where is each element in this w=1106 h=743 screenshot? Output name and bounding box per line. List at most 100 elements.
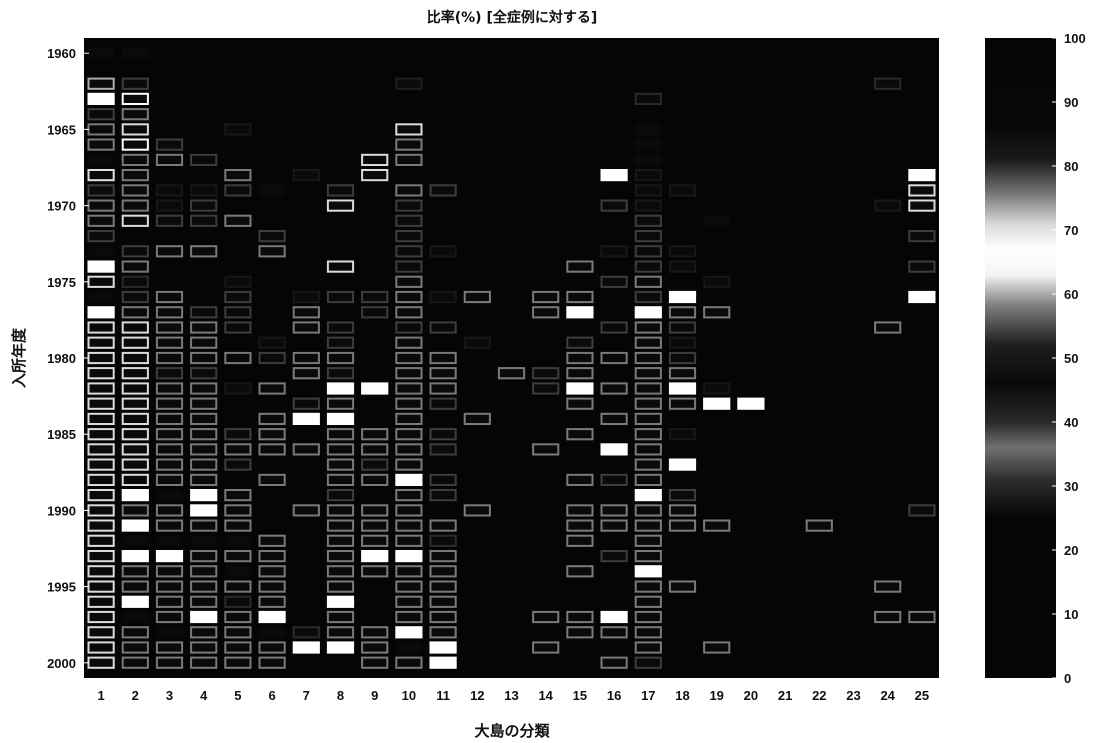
heatmap-cell [294, 353, 319, 363]
heatmap-cell [157, 216, 182, 226]
heatmap-cell [123, 612, 148, 622]
chart-title: 比率(%) [全症例に対する] [427, 9, 598, 26]
heatmap-cell [123, 307, 148, 317]
heatmap-cell [602, 612, 627, 622]
heatmap-cell [225, 322, 250, 332]
x-tick-label: 22 [812, 688, 826, 703]
heatmap-cell [191, 399, 216, 409]
colorbar-tick-label: 70 [1064, 223, 1078, 238]
heatmap-cell [260, 536, 285, 546]
y-axis-label: 入所年度 [10, 327, 28, 388]
heatmap-cell [89, 429, 114, 439]
colorbar-tick-label: 80 [1064, 159, 1078, 174]
heatmap-cell [123, 444, 148, 454]
heatmap-cell [396, 505, 421, 515]
heatmap-cell [602, 353, 627, 363]
heatmap-cell [328, 460, 353, 470]
heatmap-cell [225, 566, 250, 576]
heatmap-cell [396, 475, 421, 485]
heatmap-cell [225, 597, 250, 607]
heatmap-cell [328, 292, 353, 302]
heatmap-cell [191, 627, 216, 637]
heatmap-cell [89, 124, 114, 134]
heatmap-cell [260, 582, 285, 592]
heatmap-cell [431, 383, 456, 393]
heatmap-cell [602, 170, 627, 180]
heatmap-cell [704, 383, 729, 393]
heatmap-cell [704, 216, 729, 226]
heatmap-cell [431, 490, 456, 500]
heatmap-cell [225, 383, 250, 393]
heatmap-cell [328, 444, 353, 454]
heatmap-cell [636, 368, 661, 378]
heatmap-cell [89, 414, 114, 424]
heatmap-cell [225, 460, 250, 470]
heatmap-cell [362, 444, 387, 454]
heatmap-cell [670, 353, 695, 363]
heatmap-cell [191, 597, 216, 607]
heatmap-cell [362, 642, 387, 652]
heatmap-cell [636, 216, 661, 226]
heatmap-cell [328, 475, 353, 485]
heatmap-cell [909, 185, 934, 195]
heatmap-cell [157, 658, 182, 668]
heatmap-cell [738, 399, 763, 409]
heatmap-cell [362, 475, 387, 485]
heatmap-cell [123, 322, 148, 332]
heatmap-cell [123, 185, 148, 195]
heatmap-cell [909, 231, 934, 241]
heatmap-cell [636, 383, 661, 393]
heatmap-cell [89, 444, 114, 454]
heatmap-cell [328, 322, 353, 332]
x-tick-label: 19 [709, 688, 723, 703]
heatmap-cell [157, 292, 182, 302]
heatmap-cell [431, 612, 456, 622]
heatmap-cell [225, 170, 250, 180]
heatmap-cell [636, 658, 661, 668]
heatmap-cell [89, 201, 114, 211]
heatmap-cell [431, 444, 456, 454]
heatmap-cell [875, 201, 900, 211]
heatmap-cell [362, 307, 387, 317]
heatmap-cell [396, 414, 421, 424]
heatmap-cell [567, 627, 592, 637]
heatmap-cell [396, 399, 421, 409]
heatmap-cell [191, 338, 216, 348]
heatmap-cell [431, 185, 456, 195]
heatmap-cell [89, 307, 114, 317]
heatmap-cell [191, 201, 216, 211]
heatmap-cell [328, 414, 353, 424]
heatmap-cell [123, 521, 148, 531]
heatmap-cell [602, 521, 627, 531]
heatmap-cell [294, 322, 319, 332]
heatmap-cell [875, 582, 900, 592]
heatmap-cell [191, 414, 216, 424]
heatmap-cell [636, 505, 661, 515]
heatmap-cell [465, 414, 490, 424]
heatmap-cell [225, 353, 250, 363]
heatmap-cell [123, 277, 148, 287]
heatmap-cell [431, 246, 456, 256]
x-tick-label: 8 [337, 688, 344, 703]
heatmap-cell [636, 612, 661, 622]
heatmap-cell [533, 292, 558, 302]
heatmap-cell [157, 521, 182, 531]
heatmap-cell [89, 292, 114, 302]
heatmap-cell [157, 414, 182, 424]
heatmap-cell [704, 277, 729, 287]
heatmap-cell [328, 399, 353, 409]
heatmap-cell [157, 475, 182, 485]
heatmap-cell [89, 658, 114, 668]
y-tick-labels: 1960 1965 1970 1975 1980 1985 1990 1995 2000 [47, 46, 89, 671]
heatmap-cell [328, 429, 353, 439]
x-axis-label: 大島の分類 [474, 722, 550, 740]
heatmap-cell [294, 505, 319, 515]
heatmap-cell [123, 460, 148, 470]
colorbar-tick-label: 90 [1064, 95, 1078, 110]
heatmap-cell [909, 292, 934, 302]
heatmap-cell [875, 79, 900, 89]
heatmap-cell [123, 216, 148, 226]
x-tick-label: 21 [778, 688, 792, 703]
x-tick-label: 11 [436, 688, 450, 703]
y-tick-label: 1965 [47, 122, 76, 137]
